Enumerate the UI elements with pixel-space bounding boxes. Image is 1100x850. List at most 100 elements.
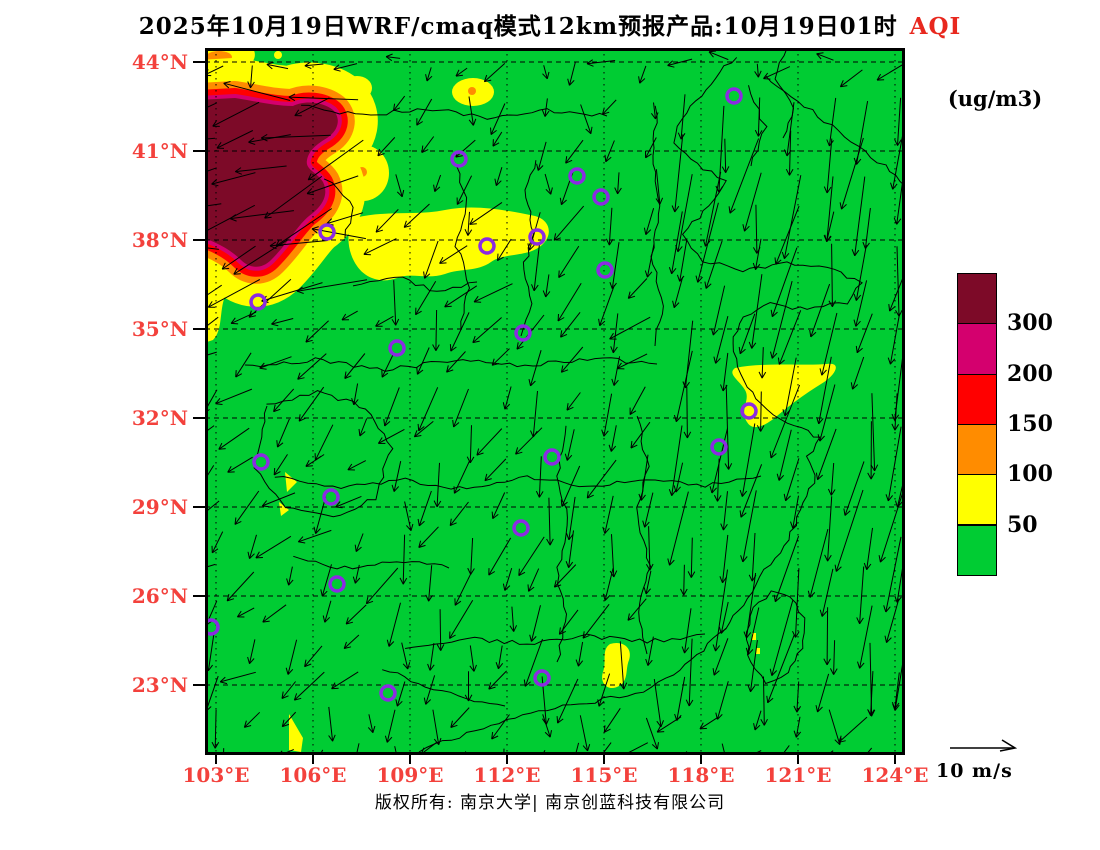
wind-vector-head	[264, 216, 272, 219]
wind-vector-head	[223, 81, 231, 84]
wind-vector-head	[819, 609, 823, 617]
wind-vector-head	[509, 625, 515, 632]
wind-vector-head	[870, 709, 875, 716]
wind-vector-head	[761, 371, 767, 379]
wind-vector	[335, 495, 362, 508]
wind-vector	[211, 531, 224, 554]
wind-vector-head	[891, 413, 896, 421]
wind-vector	[739, 313, 756, 354]
wind-vector-head	[516, 345, 524, 350]
wind-vector-head	[613, 570, 618, 578]
wind-vector	[826, 176, 834, 242]
wind-vector	[894, 672, 900, 709]
wind-vector	[817, 673, 830, 713]
province-boundary	[352, 276, 478, 292]
wind-vector	[249, 534, 257, 559]
wind-vector	[450, 312, 470, 352]
lat-label: 41°N	[131, 139, 188, 163]
wind-vector	[421, 136, 435, 153]
wind-vector	[415, 281, 437, 315]
wind-vector	[653, 679, 662, 727]
wind-vector-head	[638, 493, 642, 501]
wind-vector-head	[207, 301, 213, 308]
wind-vector-head	[827, 554, 832, 562]
wind-vector	[453, 460, 470, 494]
wind-vector-head	[377, 148, 380, 156]
wind-vector-head	[449, 522, 457, 527]
wind-vector	[414, 421, 434, 438]
wind-vector-head	[384, 421, 391, 427]
wind-vector-head	[833, 668, 838, 675]
wind-vector	[611, 534, 615, 578]
wind-vector	[669, 491, 689, 566]
wind-vector-head	[852, 384, 859, 390]
wind-vector	[833, 640, 836, 675]
wind-vector-head	[839, 202, 842, 210]
wind-vector-head	[235, 370, 237, 378]
wind-vector-head	[719, 576, 723, 583]
wind-vector	[484, 63, 506, 83]
wind-vector-head	[383, 418, 386, 427]
wind-vector-head	[608, 238, 614, 246]
wind-vector	[809, 528, 829, 598]
wind-vector-head	[344, 371, 347, 379]
wind-vector-head	[853, 293, 857, 301]
wind-vector-head	[542, 290, 547, 298]
wind-vector	[208, 279, 261, 308]
wind-vector-head	[307, 193, 315, 196]
wind-vector	[393, 95, 406, 112]
province-boundary	[405, 633, 706, 649]
wind-vector	[763, 676, 765, 726]
city-marker	[450, 150, 468, 168]
wind-vector-head	[550, 187, 553, 195]
wind-vector-head	[530, 380, 536, 387]
wind-vector	[763, 66, 791, 80]
wind-vector-head	[324, 616, 331, 623]
wind-vector-head	[855, 294, 862, 301]
wind-vector-head	[553, 580, 557, 588]
wind-vector-head	[396, 700, 403, 707]
wind-vector-head	[667, 65, 675, 68]
wind-scale-arrow-icon	[950, 739, 1018, 752]
wind-vector-head	[655, 198, 661, 205]
wind-vector	[264, 175, 323, 219]
wind-vector	[288, 566, 293, 586]
wind-vector-head	[586, 59, 593, 65]
wind-vector-head	[473, 664, 477, 672]
wind-vector-head	[444, 300, 449, 308]
wind-vector-head	[677, 132, 682, 140]
wind-vector	[671, 425, 683, 496]
wind-vector-head	[688, 699, 694, 707]
wind-vector	[453, 388, 469, 428]
wind-vector	[617, 353, 648, 370]
lat-tick	[193, 595, 205, 597]
wind-vector	[889, 274, 905, 312]
wind-vector-head	[793, 730, 797, 738]
legend-threshold: 50	[1007, 511, 1038, 538]
wind-vector-head	[276, 244, 284, 247]
wind-vector	[897, 97, 902, 146]
wind-vector	[817, 428, 837, 480]
wind-vector	[418, 490, 432, 527]
wind-vector-head	[582, 634, 590, 639]
wind-vector-head	[830, 489, 836, 496]
wind-vector-head	[659, 197, 664, 205]
wind-vector-head	[774, 596, 781, 603]
wind-vector-head	[352, 576, 356, 584]
wind-vector-head	[866, 563, 872, 570]
wind-vector-head	[229, 214, 237, 220]
wind-vector	[425, 675, 436, 705]
wind-vector	[418, 526, 439, 548]
city-marker	[388, 339, 406, 357]
wind-vector-head	[467, 229, 473, 236]
wind-vector-head	[685, 381, 690, 389]
wind-vector-head	[457, 200, 464, 205]
wind-vector-head	[566, 406, 574, 411]
wind-vector	[205, 675, 219, 712]
wind-vector	[684, 608, 692, 654]
lon-label: 118°E	[667, 763, 735, 787]
wind-vector	[470, 537, 474, 575]
wind-vector-head	[344, 375, 352, 379]
wind-vector-head	[544, 110, 550, 117]
wind-vector-head	[269, 241, 277, 247]
